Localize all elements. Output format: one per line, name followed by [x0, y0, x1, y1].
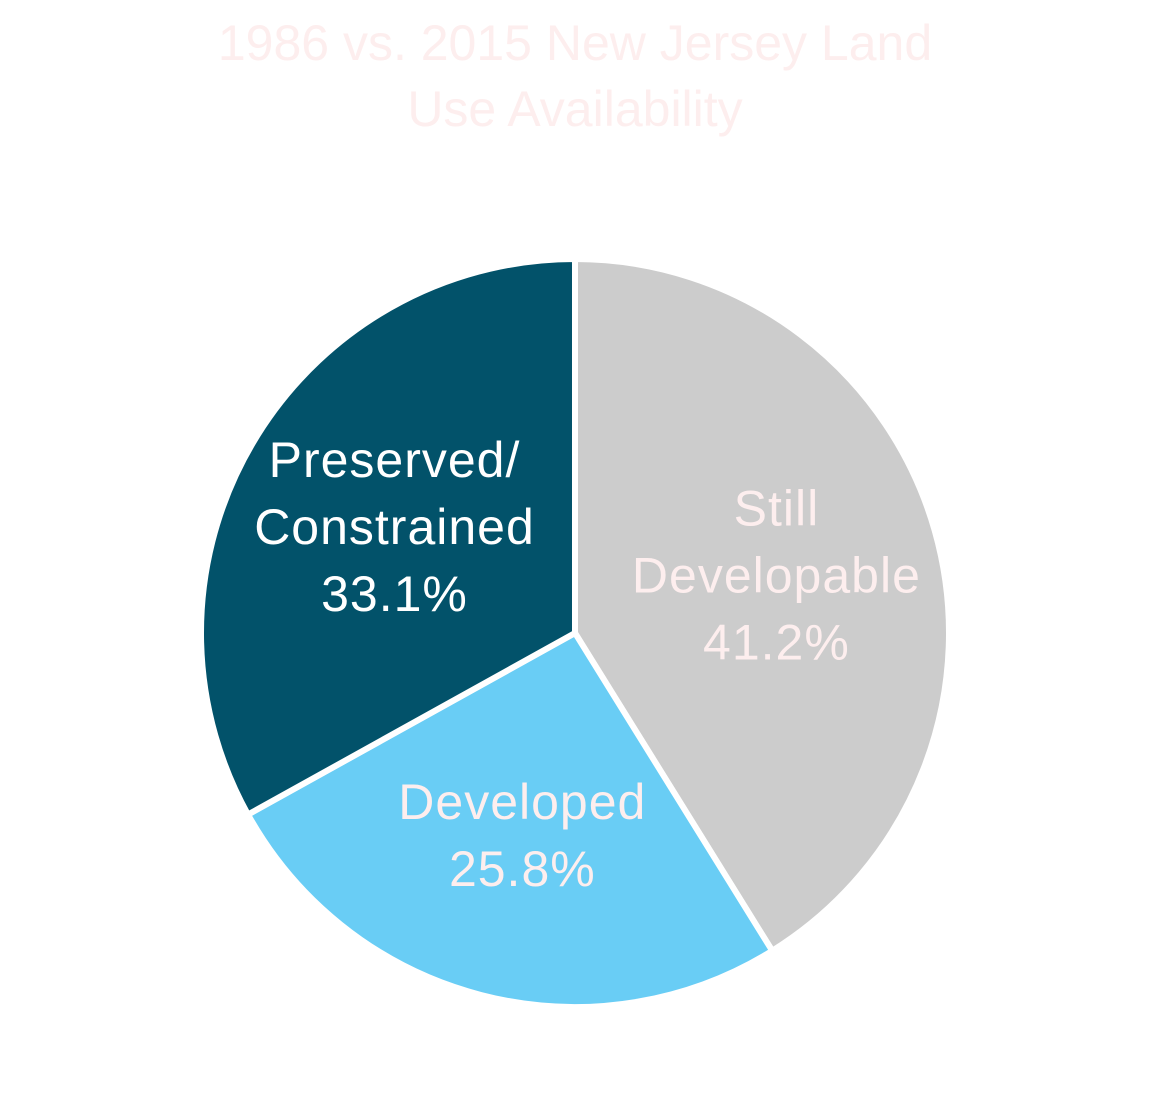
pie-label-developed: Developed 25.8%: [398, 774, 646, 897]
chart-title-line-1: 1986 vs. 2015 New Jersey Land: [217, 15, 933, 71]
pie-value-label-still-developable: 41.2%: [703, 615, 850, 671]
pie-label-preserved-constrained: Preserved/Constrained 33.1%: [254, 432, 535, 622]
pie-category-label-preserved-constrained: Constrained: [254, 499, 535, 555]
pie-value-label-preserved-constrained: 33.1%: [321, 566, 468, 622]
pie-slices: [198, 256, 952, 1010]
pie-slice-preserved-constrained: [198, 256, 578, 818]
pie-category-label-preserved-constrained: Preserved/: [269, 432, 521, 488]
pie-category-label-developed: Developed: [398, 774, 646, 830]
pie-labels: Still Developable 41.2% Developed 25.8% Prese…: [254, 432, 921, 897]
chart-title-line-2: Use Availability: [407, 81, 743, 137]
pie-label-still-developable: Still Developable 41.2%: [632, 481, 921, 671]
chart-title: 1986 vs. 2015 New Jersey Land Use Availa…: [0, 10, 1150, 142]
pie-category-label-still-developable: Developable: [632, 548, 921, 604]
pie-category-label-still-developable: Still: [734, 481, 820, 537]
pie-slice-developed: [245, 630, 776, 1010]
pie-value-label-developed: 25.8%: [449, 841, 596, 897]
pie-slice-still-developable: [572, 256, 952, 954]
